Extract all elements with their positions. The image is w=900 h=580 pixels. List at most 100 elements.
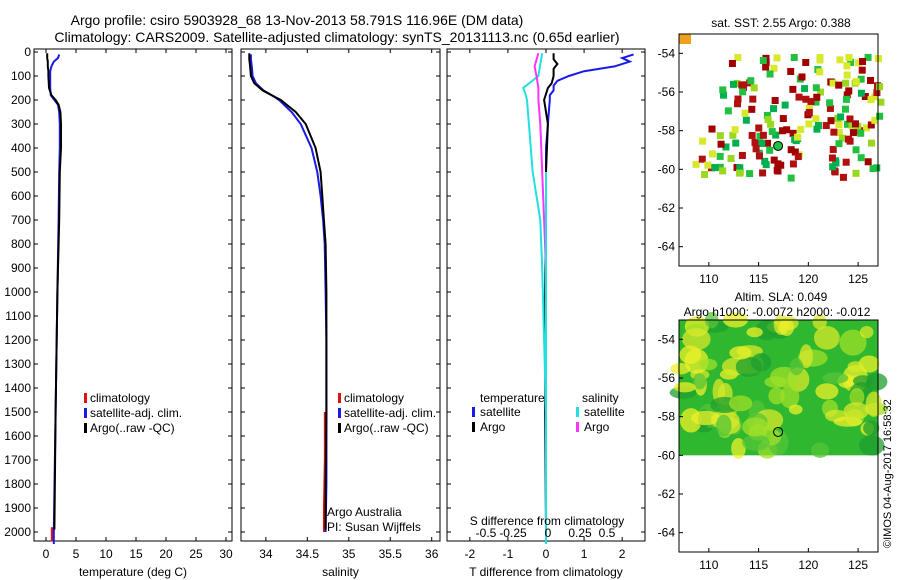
sst-pixel <box>731 126 739 134</box>
sst-pixel <box>876 83 884 91</box>
sst-pixel <box>717 140 725 148</box>
sla-blob <box>729 346 752 360</box>
sst-pixel <box>873 164 881 172</box>
sst-pixel <box>751 138 759 146</box>
x-tick-label: 2 <box>619 547 626 561</box>
sst-pixel <box>734 95 742 103</box>
sla-blob <box>750 353 772 372</box>
legend-swatch <box>338 408 341 418</box>
sst-pixel <box>831 167 839 175</box>
sst-pixel <box>774 160 782 168</box>
sst-pixel <box>716 163 724 171</box>
sst-pixel <box>845 54 853 62</box>
sst-pixel <box>722 143 730 151</box>
sst-pixel <box>738 151 746 159</box>
legend-header: salinity <box>582 391 619 405</box>
sst-pixel <box>747 77 755 85</box>
sst-pixel <box>767 120 775 128</box>
sst-pixel <box>742 116 750 124</box>
x-tick-label: 115 <box>749 558 768 572</box>
sla-blob <box>690 410 721 426</box>
sst-pixel <box>732 139 740 147</box>
sst-pixel <box>862 124 870 132</box>
sst-pixel <box>752 145 760 153</box>
sst-map-panel: 110 115 120 125 -54 -56 -58 -60 -62 -64 sat. SST: … <box>658 16 885 286</box>
sst-pixel <box>768 128 776 136</box>
y-tick-label: -54 <box>658 332 676 346</box>
sst-pixel <box>812 84 820 92</box>
sst-pixel <box>829 163 837 171</box>
sla-blob <box>742 417 769 437</box>
sst-pixel <box>813 93 821 101</box>
sst-pixel <box>787 67 795 75</box>
plot-frame <box>240 48 441 542</box>
legend-swatch <box>338 393 341 403</box>
x-tick-label: -1 <box>503 547 514 561</box>
sla-blob <box>799 344 813 369</box>
sst-pixel <box>839 173 847 181</box>
legend-label: satellite-adj. clim. <box>344 406 436 420</box>
y-tick-label: -64 <box>658 240 676 254</box>
sst-pixel <box>789 85 797 93</box>
sst-pixel <box>873 89 881 97</box>
sst-pixel <box>867 121 875 129</box>
sst-pixel <box>724 107 732 115</box>
sst-pixel <box>766 146 774 154</box>
sst-pixel <box>816 68 824 76</box>
legend-label: Argo(..raw -QC) <box>344 421 429 435</box>
sst-pixel <box>762 161 770 169</box>
y-tick-label: 700 <box>11 213 31 227</box>
sla-blob <box>779 318 794 336</box>
sst-pixel <box>789 129 797 137</box>
sst-pixel <box>838 134 846 142</box>
sst-pixel <box>864 158 872 166</box>
imos-watermark: ©IMOS 04-Aug-2017 16:58:32 <box>882 399 894 548</box>
y-tick-label: 1100 <box>5 309 31 323</box>
sst-pixel <box>734 53 742 61</box>
legend-label: Argo(..raw -QC) <box>90 421 175 435</box>
x-tick-label: 34.5 <box>296 547 320 561</box>
legend-swatch <box>84 408 87 418</box>
sst-pixel <box>766 70 774 78</box>
sst-pixel <box>805 120 813 128</box>
sst-pixel <box>857 75 865 83</box>
legend-swatch <box>576 422 579 432</box>
x-tick-label: 34 <box>259 547 273 561</box>
sst-pixel <box>741 109 749 117</box>
x-tick-label: 110 <box>699 558 718 572</box>
sst-pixel <box>736 164 744 172</box>
sst-pixel <box>704 161 712 169</box>
series-line <box>248 53 328 530</box>
sla-blob <box>859 325 874 339</box>
y-tick-label: 1600 <box>4 429 31 443</box>
sst-pixel <box>852 169 860 177</box>
y-tick-label: 500 <box>11 165 31 179</box>
sst-pixel <box>719 86 727 94</box>
sla-map-panel: 110 115 120 125 -54 -56 -58 -60 -62 -64 Altim. SLA… <box>658 290 889 572</box>
sst-pixel <box>851 120 859 128</box>
y-tick-label: 300 <box>11 117 31 131</box>
sla-blob <box>699 358 718 371</box>
sla-blob <box>843 402 869 420</box>
sst-pixel <box>857 154 865 162</box>
sst-pixel <box>813 125 821 133</box>
x-tick-label: 0 <box>543 547 550 561</box>
sst-pixel <box>858 66 866 74</box>
y-tick-label: 1400 <box>4 381 31 395</box>
sst-pixel <box>770 64 778 72</box>
y-tick-label: 1800 <box>4 477 31 491</box>
y-tick-label: -56 <box>658 371 676 385</box>
sst-pixel <box>869 165 877 173</box>
sst-pixel <box>762 63 770 71</box>
sst-pixel <box>859 58 867 66</box>
sst-pixel <box>773 54 781 62</box>
y-tick-label: 900 <box>11 261 31 275</box>
annotation-text: Argo Australia <box>327 505 402 519</box>
legend-swatch <box>472 422 475 432</box>
x-tick-label: 36 <box>425 547 439 561</box>
sst-pixel <box>770 156 778 164</box>
top-tick-label: 0.5 <box>599 526 616 540</box>
sst-pixel <box>835 121 843 129</box>
top-tick-label: 0.25 <box>568 526 592 540</box>
x-tick-label: 125 <box>848 272 868 286</box>
